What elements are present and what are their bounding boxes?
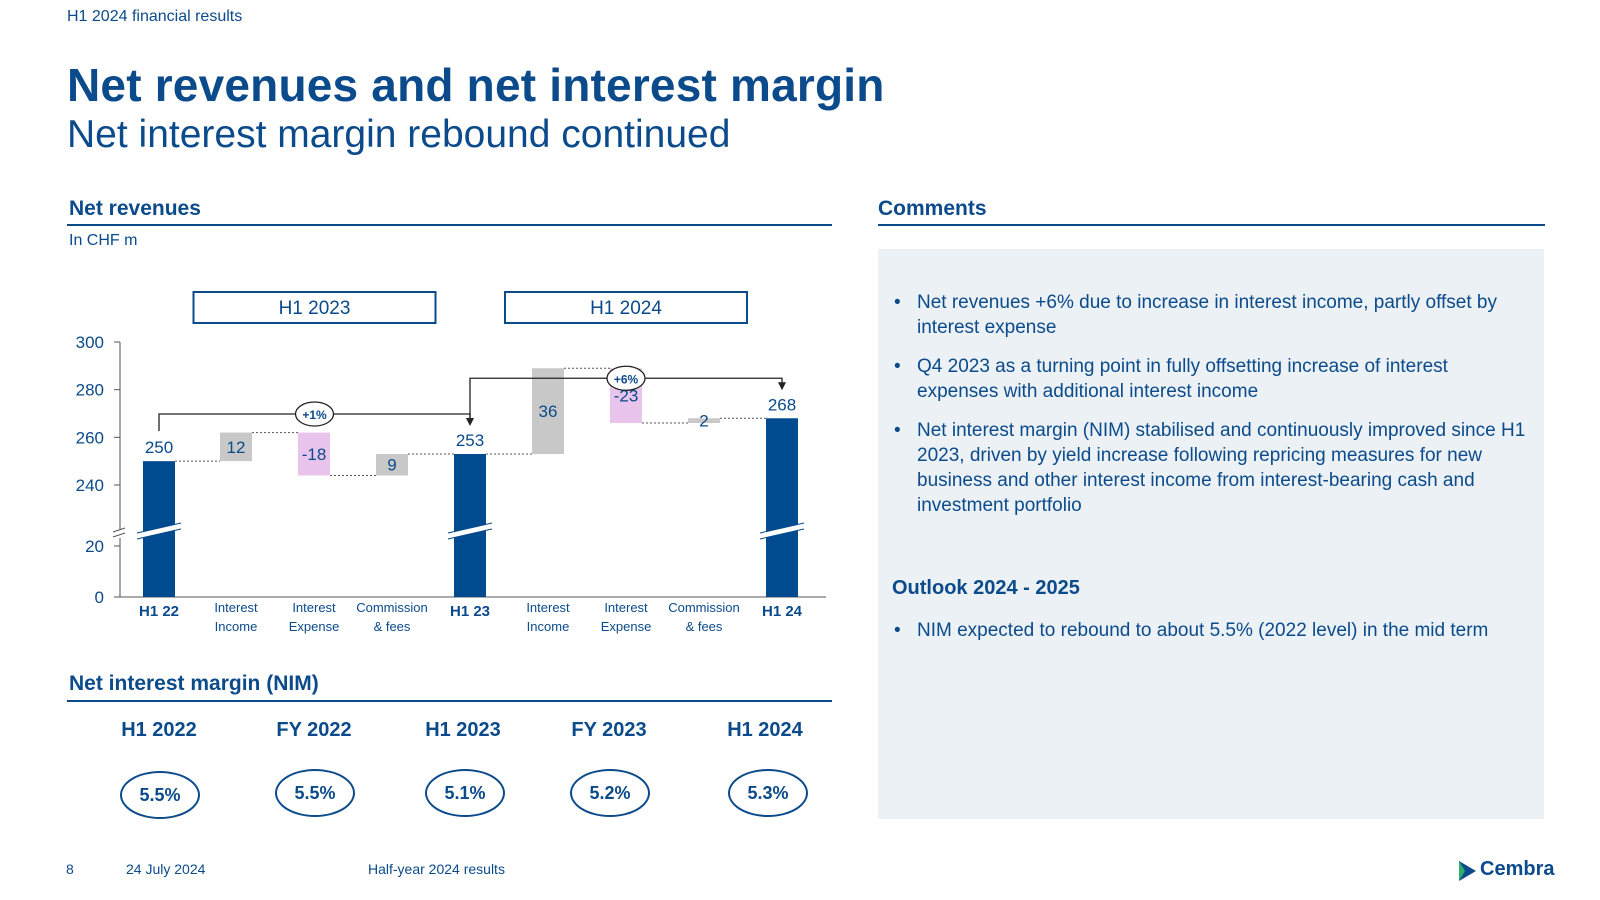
unit-label: In CHF m — [69, 232, 138, 249]
x-category-label: Interest — [214, 600, 258, 615]
page-subtitle: Net interest margin rebound continued — [67, 113, 731, 156]
footer-date: 24 July 2024 — [126, 861, 206, 877]
waterfall-delta-bar — [376, 454, 408, 476]
page-number: 8 — [66, 861, 74, 877]
nim-heading: Net interest margin (NIM) — [69, 672, 319, 695]
x-category-label: Income — [527, 619, 570, 634]
x-category-label: H1 24 — [762, 603, 803, 620]
outlook-list: NIM expected to rebound to about 5.5% (2… — [892, 618, 1532, 657]
nim-value-oval: 5.3% — [728, 769, 808, 817]
nim-rule — [67, 700, 832, 702]
bar-value-label: 2 — [699, 412, 708, 431]
comments-heading: Comments — [878, 197, 987, 220]
x-category-label: Expense — [601, 619, 652, 634]
waterfall-delta-bar — [688, 418, 720, 424]
logo-text: Cembra — [1480, 858, 1555, 880]
y-tick-label: 20 — [85, 537, 104, 556]
nim-value-oval: 5.2% — [570, 769, 650, 817]
bar-value-label: 9 — [387, 456, 396, 475]
waterfall-delta-bar — [298, 432, 330, 476]
y-tick-label: 260 — [76, 428, 104, 447]
bar-break-mark — [447, 522, 493, 534]
bar-break-mark — [759, 522, 805, 534]
y-tick-label: 300 — [76, 333, 104, 352]
nim-value-oval: 5.5% — [275, 769, 355, 817]
x-category-label: H1 22 — [139, 603, 179, 620]
bar-value-label: 268 — [768, 395, 796, 414]
comment-bullet: Net interest margin (NIM) stabilised and… — [892, 418, 1532, 518]
nim-value-oval: 5.5% — [120, 771, 200, 819]
growth-badge-label: +6% — [614, 372, 639, 386]
growth-badge — [294, 401, 335, 427]
y-tick-label: 240 — [76, 476, 104, 495]
bar-break-mark — [136, 522, 182, 534]
comment-bullet: Q4 2023 as a turning point in fully offs… — [892, 354, 1532, 404]
growth-badge — [606, 365, 646, 391]
outlook-heading: Outlook 2024 - 2025 — [892, 577, 1080, 599]
nim-period-label: H1 2024 — [727, 719, 803, 741]
x-category-label: Expense — [289, 619, 340, 634]
net-revenues-heading: Net revenues — [69, 197, 201, 220]
kicker: H1 2024 financial results — [67, 8, 243, 25]
waterfall-delta-bar — [532, 368, 564, 455]
bar-value-label: 36 — [539, 402, 558, 421]
waterfall-delta-bar — [220, 432, 252, 462]
x-category-label: Commission — [356, 600, 428, 615]
nim-period-label: FY 2023 — [571, 719, 647, 741]
bar-value-label: -18 — [302, 445, 327, 464]
group-header-box — [192, 291, 437, 324]
nim-period-label: FY 2022 — [276, 719, 352, 741]
growth-arrowhead — [778, 382, 786, 391]
growth-badge-label: +1% — [302, 408, 327, 422]
bar-break-mark — [136, 528, 182, 540]
x-category-label: Interest — [526, 600, 570, 615]
group-header-box — [504, 291, 748, 324]
net-revenues-chart: 0 20 240 260 280 300 250 12 -18 9 253 36 -23 2 268 H1 2… — [76, 291, 826, 634]
nim-period-label: H1 2022 — [121, 719, 197, 741]
y-tick-label: 280 — [76, 381, 104, 400]
comments-panel: Net revenues +6% due to increase in inte… — [878, 249, 1544, 819]
x-category-label: Income — [215, 619, 258, 634]
x-category-label: Interest — [604, 600, 648, 615]
nim-period-label: H1 2023 — [425, 719, 501, 741]
waterfall-total-bar — [766, 418, 798, 597]
comments-rule — [878, 224, 1545, 226]
page-title: Net revenues and net interest margin — [67, 59, 885, 111]
nim-value-oval: 5.1% — [425, 769, 505, 817]
company-logo: Cembra — [1456, 857, 1554, 885]
bar-value-label: 253 — [456, 431, 484, 450]
footer-document-name: Half-year 2024 results — [368, 861, 505, 877]
axis-break-mark — [112, 532, 126, 538]
bar-value-label: -23 — [614, 387, 639, 406]
x-category-label: Commission — [668, 600, 740, 615]
x-category-label: H1 23 — [450, 603, 490, 620]
y-tick-label: 0 — [95, 588, 104, 607]
x-category-label: & fees — [374, 619, 411, 634]
bar-break-mark — [447, 528, 493, 540]
bar-value-label: 12 — [227, 438, 246, 457]
x-category-label: & fees — [686, 619, 723, 634]
group-header-label: H1 2023 — [279, 298, 351, 319]
x-category-label: Interest — [292, 600, 336, 615]
axis-break-mark — [112, 527, 126, 533]
comments-list: Net revenues +6% due to increase in inte… — [892, 290, 1532, 532]
bar-break-gap — [136, 523, 182, 539]
bar-break-gap — [759, 523, 805, 539]
group-header-label: H1 2024 — [590, 298, 662, 319]
bar-break-gap — [447, 523, 493, 539]
comment-bullet: Net revenues +6% due to increase in inte… — [892, 290, 1532, 340]
bar-value-label: 250 — [145, 438, 173, 457]
bar-break-mark — [759, 528, 805, 540]
outlook-bullet: NIM expected to rebound to about 5.5% (2… — [892, 618, 1532, 643]
cembra-logo-icon — [1459, 861, 1476, 881]
net-revenues-rule — [67, 224, 832, 226]
